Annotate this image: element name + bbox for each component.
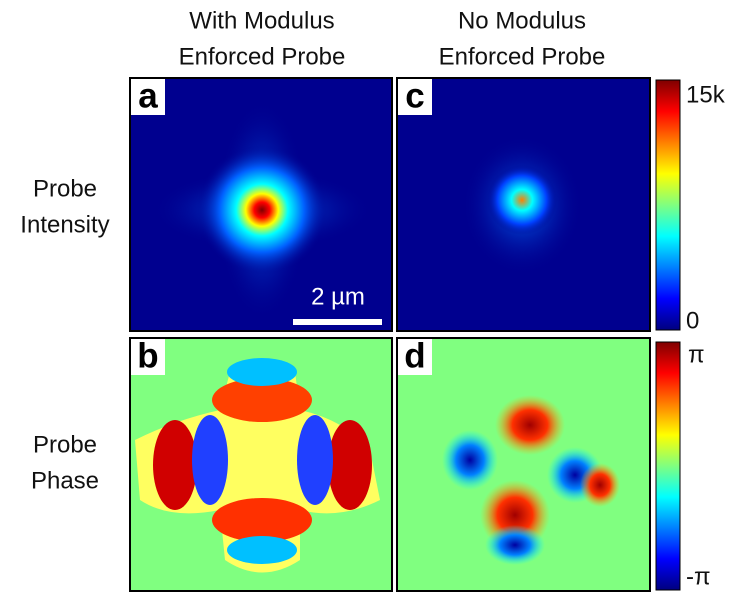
column-header: With Modulus xyxy=(189,7,334,34)
column-header: Enforced Probe xyxy=(439,43,606,70)
row-label: Intensity xyxy=(20,211,109,238)
row-label: Probe xyxy=(33,431,97,458)
panel-b xyxy=(130,338,392,591)
phase-region xyxy=(227,358,297,386)
colorbar-label: π xyxy=(688,341,705,368)
colorbar xyxy=(656,80,680,330)
panel-letter: a xyxy=(138,76,158,115)
row-label: Phase xyxy=(31,467,99,494)
phase-region xyxy=(495,395,565,455)
row-label: Probe xyxy=(33,175,97,202)
panel-letter: d xyxy=(404,336,425,375)
phase-region xyxy=(297,415,333,505)
colorbar-label: 15k xyxy=(686,81,726,108)
phase-region xyxy=(328,420,372,510)
column-header: Enforced Probe xyxy=(179,43,346,70)
phase-region xyxy=(212,498,312,542)
panel-a: 2 µm xyxy=(130,78,392,331)
phase-region xyxy=(442,430,498,490)
spot xyxy=(487,165,557,235)
panel-letter: c xyxy=(405,76,424,115)
figure: With Modulus Enforced Probe No Modulus E… xyxy=(0,0,737,598)
colorbar-label: 0 xyxy=(686,307,699,334)
panel-d xyxy=(397,338,650,591)
spot xyxy=(197,145,327,275)
colorbar xyxy=(656,342,680,590)
colorbar-label: -π xyxy=(686,563,711,590)
panel-c xyxy=(397,78,650,331)
phase-region xyxy=(192,415,228,505)
panel-letter: b xyxy=(137,336,158,375)
column-header: No Modulus xyxy=(458,7,586,34)
phase-region xyxy=(227,536,297,564)
phase-region xyxy=(153,420,197,510)
phase-region xyxy=(580,463,620,507)
phase-region xyxy=(485,525,545,565)
scale-bar-label: 2 µm xyxy=(311,283,365,310)
